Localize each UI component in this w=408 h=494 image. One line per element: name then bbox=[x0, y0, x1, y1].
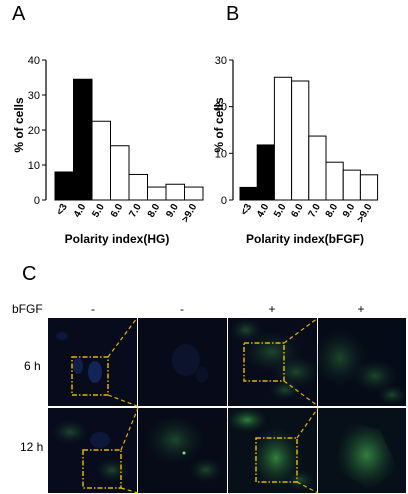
row-label-12h: 12 h bbox=[20, 440, 43, 454]
column-label-3: + bbox=[268, 302, 275, 316]
x-tick-label: 5.0 bbox=[90, 202, 107, 220]
y-tick-label: 10 bbox=[28, 160, 40, 172]
row-label-6h: 6 h bbox=[24, 359, 41, 373]
bar bbox=[291, 80, 310, 201]
chart-a-plot: 0 10 20 30 40 <3 4.0 5.0 6.0 7.0 8.0 9.0 >9.0 bbox=[28, 55, 204, 225]
bar bbox=[359, 174, 379, 201]
micrograph-6h-bfgf-2 bbox=[314, 318, 406, 406]
x-tick-label: >9.0 bbox=[355, 202, 375, 225]
y-tick-label: 30 bbox=[28, 90, 40, 102]
bar bbox=[91, 120, 111, 201]
bar bbox=[342, 169, 361, 201]
y-tick-label: 0 bbox=[34, 195, 40, 207]
y-axis-title-b: % of cells bbox=[212, 97, 226, 153]
x-tick-label: 6.0 bbox=[109, 202, 126, 220]
x-tick-label: 7.0 bbox=[127, 202, 144, 220]
zoom-box bbox=[255, 437, 298, 483]
x-axis-title-a: Polarity index(HG) bbox=[65, 232, 170, 246]
y-tick-label: 0 bbox=[221, 195, 227, 207]
bar bbox=[325, 161, 344, 201]
zoom-box bbox=[243, 342, 285, 382]
x-tick-label: 8.0 bbox=[146, 202, 163, 220]
bar bbox=[54, 171, 74, 201]
x-tick-label: 4.0 bbox=[72, 202, 89, 220]
y-tick-label: 20 bbox=[215, 102, 227, 114]
x-tick-label: 9.0 bbox=[341, 202, 358, 220]
zoom-box bbox=[82, 449, 122, 489]
y-axis-title-a: % of cells bbox=[12, 97, 26, 153]
bar bbox=[110, 145, 130, 201]
bar bbox=[73, 78, 93, 201]
x-tick-label: 6.0 bbox=[289, 202, 306, 220]
y-tick-label: 30 bbox=[215, 55, 227, 67]
zoom-box bbox=[71, 356, 109, 396]
zoom-connectors bbox=[107, 317, 319, 494]
micrograph-12h-bfgf-1 bbox=[227, 408, 317, 493]
x-tick-label: 8.0 bbox=[324, 202, 341, 220]
bar bbox=[239, 186, 258, 201]
micrograph-panel: C bFGF - - + + 6 h 12 h bbox=[12, 263, 406, 494]
x-tick-label: <3 bbox=[239, 202, 254, 218]
panel-label-a: A bbox=[12, 3, 26, 25]
micrograph-6h-control-2 bbox=[138, 318, 227, 406]
micrograph-12h-control-2 bbox=[138, 408, 227, 493]
bar bbox=[256, 144, 275, 201]
micrograph-6h-control-1 bbox=[48, 318, 137, 406]
column-label-2: - bbox=[180, 302, 184, 316]
y-tick-label: 10 bbox=[215, 148, 227, 160]
bar bbox=[147, 186, 167, 201]
x-tick-label: 9.0 bbox=[164, 202, 181, 220]
chart-a: A % of cells 0 10 20 30 40 <3 4.0 5.0 6.0 7.0 8.0 9… bbox=[12, 3, 204, 246]
micrograph-6h-bfgf-1 bbox=[228, 318, 320, 406]
x-tick-label: 4.0 bbox=[255, 202, 272, 220]
x-tick-label: <3 bbox=[55, 202, 70, 218]
x-tick-label: 7.0 bbox=[307, 202, 324, 220]
panel-label-b: B bbox=[226, 3, 239, 25]
panel-label-c: C bbox=[22, 263, 36, 285]
micrograph-12h-bfgf-2 bbox=[318, 408, 406, 493]
x-tick-label: >9.0 bbox=[180, 202, 200, 225]
bar bbox=[128, 173, 148, 201]
x-axis-title-b: Polarity index(bFGF) bbox=[246, 232, 364, 246]
bar bbox=[273, 76, 293, 201]
y-tick-label: 20 bbox=[28, 125, 40, 137]
chart-b: B % of cells 0 10 20 30 <3 4.0 5.0 6.0 7.0 8.0 9.0… bbox=[212, 3, 379, 246]
micrograph-12h-control-1 bbox=[48, 408, 137, 493]
bar bbox=[165, 183, 185, 201]
x-tick-label: 5.0 bbox=[272, 202, 289, 220]
column-label-1: - bbox=[91, 302, 95, 316]
bar bbox=[184, 186, 204, 201]
condition-label: bFGF bbox=[12, 302, 43, 316]
column-label-4: + bbox=[357, 302, 364, 316]
bar bbox=[308, 135, 327, 201]
y-tick-label: 40 bbox=[28, 55, 40, 67]
chart-b-plot: 0 10 20 30 <3 4.0 5.0 6.0 7.0 8.0 9.0>9.0 bbox=[215, 55, 379, 225]
